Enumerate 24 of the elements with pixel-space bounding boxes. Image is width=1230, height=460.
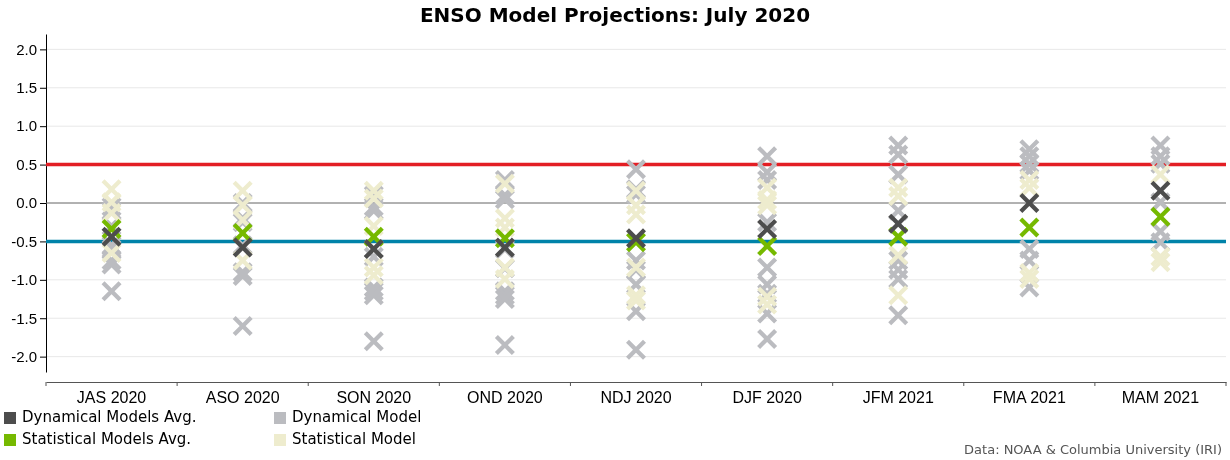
legend-label: Statistical Models Avg. [22, 430, 192, 448]
legend-label: Dynamical Models Avg. [22, 408, 197, 426]
x-tick-label: ASO 2020 [205, 388, 280, 406]
text: Data: NOAA & Columbia University (IRI) [964, 442, 1222, 457]
x-tick-label: JFM 2021 [862, 388, 934, 406]
chart-title: ENSO Model Projections: July 2020 [419, 3, 811, 27]
y-tick-label: -2.0 [11, 347, 37, 365]
y-tick-label: -1.0 [11, 271, 37, 289]
x-tick-label: OND 2020 [467, 388, 543, 406]
x-tick-label: DJF 2020 [732, 388, 802, 406]
y-tick-label: -0.5 [11, 232, 37, 250]
legend-label: Statistical Model [292, 430, 416, 448]
y-tick-label: 1.5 [16, 79, 37, 97]
x-tick-label: MAM 2021 [1121, 388, 1200, 406]
y-tick-label: 0.5 [16, 155, 37, 173]
legend-label: Dynamical Model [292, 408, 422, 426]
y-tick-label: 2.0 [16, 40, 37, 58]
y-tick-label: 0.0 [16, 194, 37, 212]
y-tick-label: 1.0 [16, 117, 37, 135]
x-tick-label: SON 2020 [336, 388, 412, 406]
y-tick-label: -1.5 [11, 309, 37, 327]
x-tick-label: FMA 2021 [992, 388, 1066, 406]
x-tick-label: JAS 2020 [76, 388, 147, 406]
x-tick-label: NDJ 2020 [600, 388, 672, 406]
